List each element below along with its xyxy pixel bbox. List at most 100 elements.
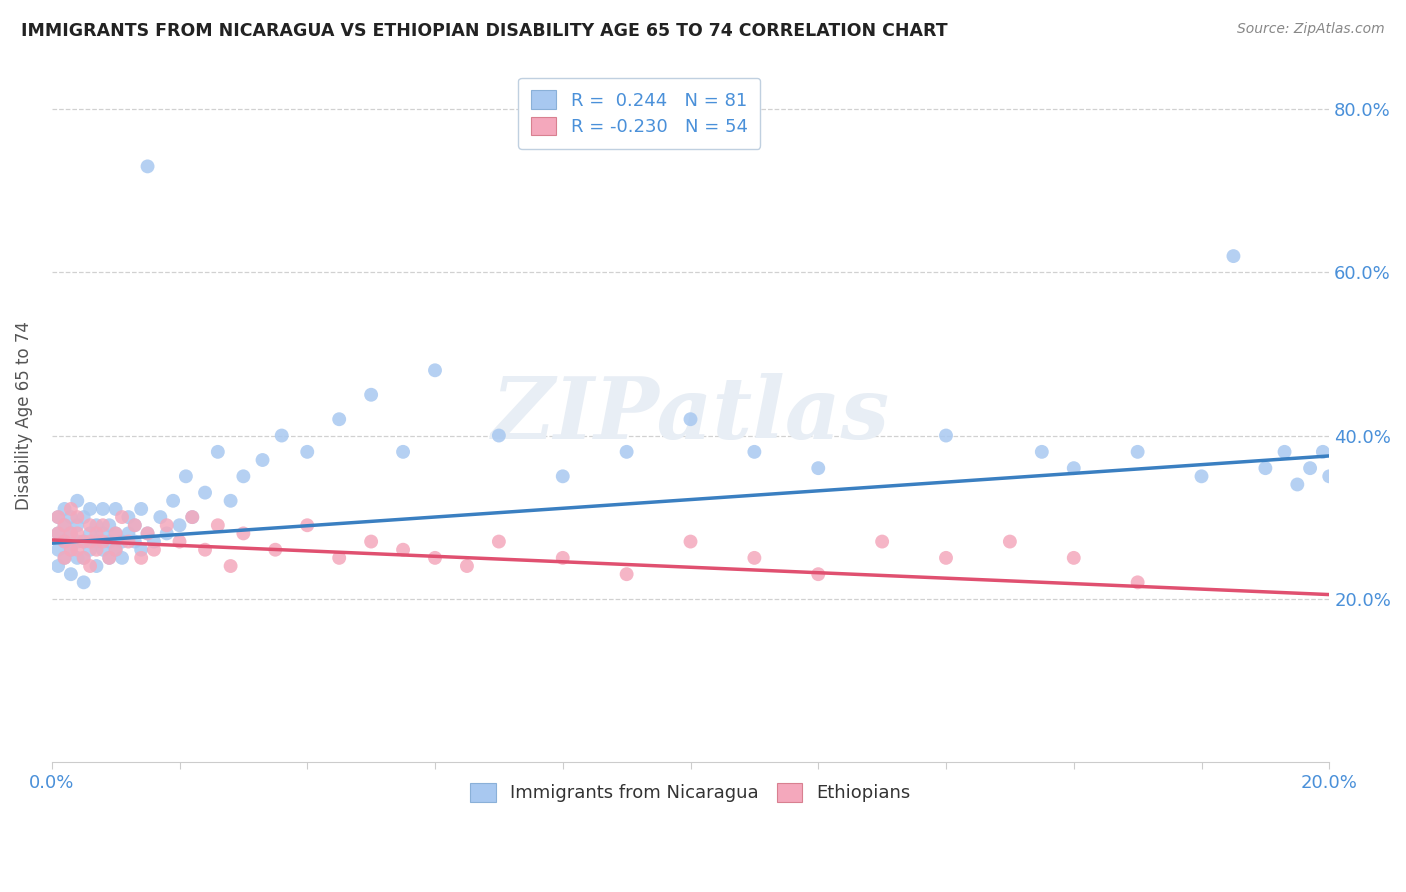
Point <box>98 550 121 565</box>
Point <box>104 542 127 557</box>
Point <box>360 388 382 402</box>
Point <box>66 518 89 533</box>
Point <box>98 518 121 533</box>
Point <box>46 542 69 557</box>
Point <box>46 559 69 574</box>
Point <box>1312 445 1334 459</box>
Point <box>59 526 82 541</box>
Point <box>46 510 69 524</box>
Point <box>111 550 134 565</box>
Point <box>162 493 184 508</box>
Point <box>53 502 76 516</box>
Point <box>117 510 139 524</box>
Point <box>59 502 82 516</box>
Point <box>1317 469 1340 483</box>
Point <box>79 518 101 533</box>
Point <box>66 534 89 549</box>
Point <box>423 363 446 377</box>
Point <box>1126 445 1149 459</box>
Point <box>73 550 96 565</box>
Point <box>744 445 766 459</box>
Point <box>136 526 159 541</box>
Point <box>73 534 96 549</box>
Point <box>156 518 179 533</box>
Point <box>59 542 82 557</box>
Point <box>73 534 96 549</box>
Point <box>86 559 108 574</box>
Point <box>59 510 82 524</box>
Point <box>73 550 96 565</box>
Point <box>181 510 204 524</box>
Point <box>935 428 957 442</box>
Point <box>142 542 165 557</box>
Point <box>129 550 152 565</box>
Point <box>53 518 76 533</box>
Text: ZIPatlas: ZIPatlas <box>492 374 890 457</box>
Point <box>79 542 101 557</box>
Point <box>98 534 121 549</box>
Point <box>111 510 134 524</box>
Point <box>232 469 254 483</box>
Point <box>59 526 82 541</box>
Point <box>66 493 89 508</box>
Point <box>169 534 191 549</box>
Point <box>181 510 204 524</box>
Point <box>66 510 89 524</box>
Point <box>998 534 1021 549</box>
Point <box>297 518 319 533</box>
Point <box>98 550 121 565</box>
Point <box>1274 445 1296 459</box>
Point <box>53 534 76 549</box>
Point <box>219 493 242 508</box>
Point <box>169 518 191 533</box>
Point <box>392 445 415 459</box>
Point <box>360 534 382 549</box>
Point <box>149 510 172 524</box>
Point <box>79 559 101 574</box>
Point <box>73 575 96 590</box>
Point <box>392 542 415 557</box>
Point <box>91 542 114 557</box>
Point <box>551 469 574 483</box>
Point <box>194 542 217 557</box>
Point <box>104 502 127 516</box>
Point <box>124 518 146 533</box>
Point <box>129 542 152 557</box>
Point <box>156 526 179 541</box>
Point <box>1191 469 1213 483</box>
Point <box>79 502 101 516</box>
Point <box>1254 461 1277 475</box>
Point <box>53 518 76 533</box>
Point <box>423 550 446 565</box>
Point <box>207 518 229 533</box>
Point <box>807 567 830 582</box>
Point <box>111 534 134 549</box>
Point <box>53 534 76 549</box>
Point <box>91 526 114 541</box>
Point <box>91 518 114 533</box>
Point <box>456 559 478 574</box>
Point <box>86 518 108 533</box>
Point <box>59 567 82 582</box>
Point <box>270 428 292 442</box>
Point <box>66 542 89 557</box>
Point <box>66 550 89 565</box>
Point <box>232 526 254 541</box>
Point <box>870 534 893 549</box>
Point <box>1063 461 1085 475</box>
Point <box>935 550 957 565</box>
Point <box>66 526 89 541</box>
Point <box>679 534 702 549</box>
Point <box>219 559 242 574</box>
Point <box>73 510 96 524</box>
Point <box>124 534 146 549</box>
Point <box>252 453 274 467</box>
Point <box>59 542 82 557</box>
Point <box>79 534 101 549</box>
Point <box>616 567 638 582</box>
Y-axis label: Disability Age 65 to 74: Disability Age 65 to 74 <box>15 321 32 509</box>
Point <box>744 550 766 565</box>
Point <box>53 550 76 565</box>
Point <box>488 534 510 549</box>
Point <box>117 526 139 541</box>
